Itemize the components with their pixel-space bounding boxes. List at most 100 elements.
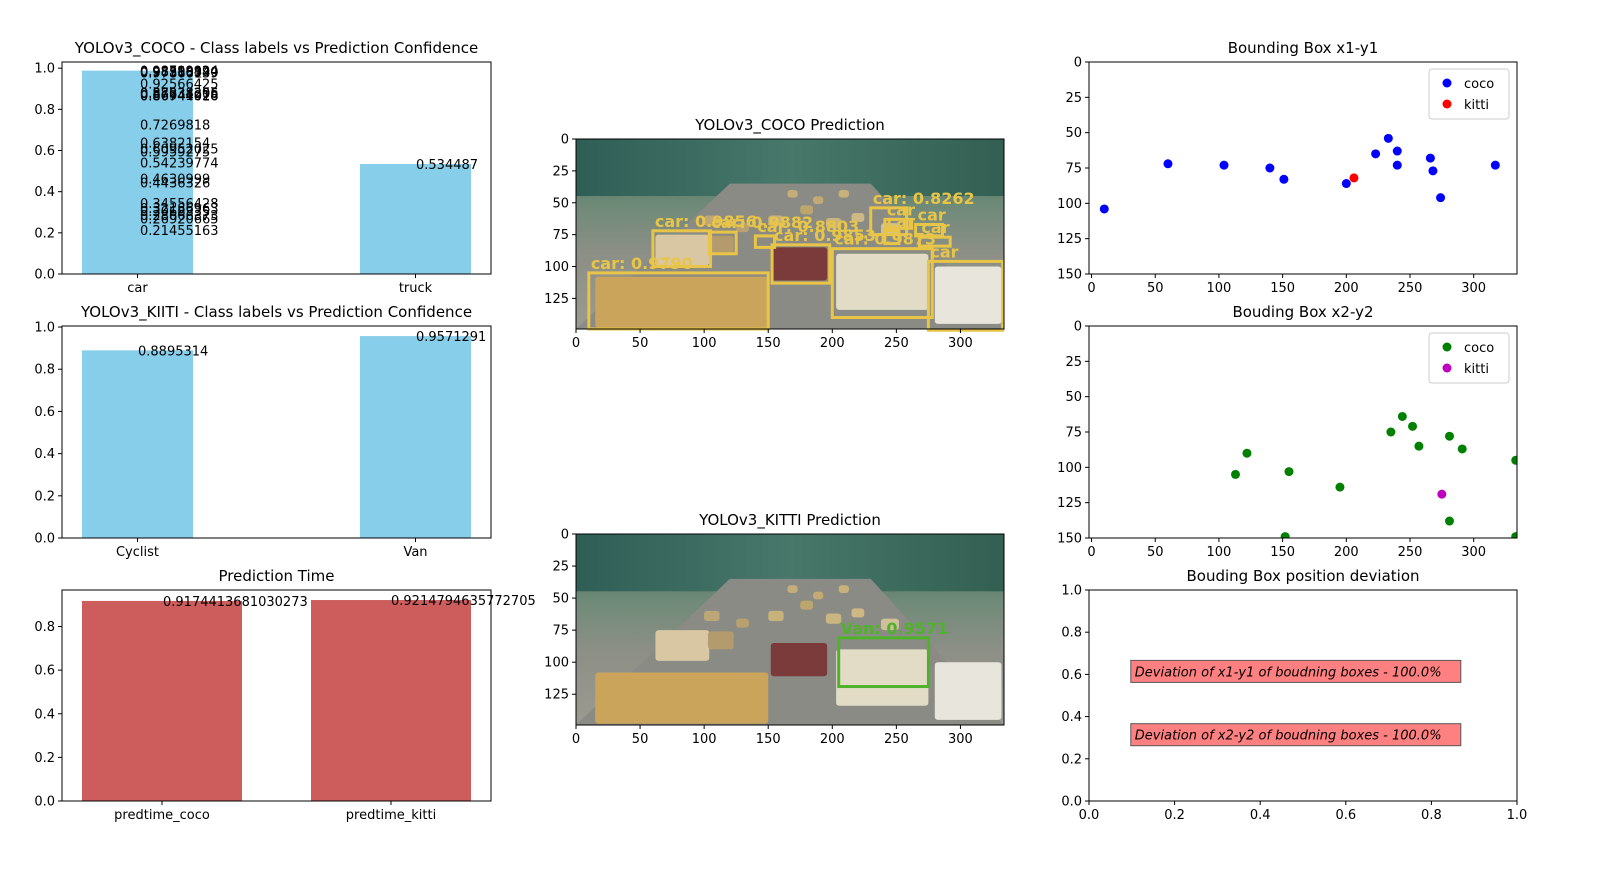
- detection-box: [869, 206, 909, 237]
- detection-label: car: [918, 205, 946, 224]
- point-coco: [1392, 146, 1402, 156]
- detection-label: car: [887, 212, 915, 231]
- point-coco: [1428, 166, 1438, 176]
- x-tick-label: 250: [884, 336, 909, 351]
- detection-label: car: [887, 200, 915, 219]
- point-coco: [1436, 193, 1446, 203]
- photo-car: [838, 190, 849, 198]
- x-tick-label: 50: [632, 336, 649, 351]
- x-tick-label: 100: [1207, 281, 1232, 296]
- data-label: 0.92566425: [140, 77, 219, 92]
- photo-car: [813, 591, 824, 600]
- y-tick-label: 100: [1057, 461, 1082, 476]
- y-tick-label: 0: [561, 133, 569, 148]
- y-tick-label: 50: [552, 592, 569, 607]
- data-label: 0.4630999: [140, 173, 210, 188]
- point-kitti: [1437, 489, 1447, 499]
- x-tick-label: 300: [1461, 545, 1486, 560]
- x-tick-label: Van: [403, 545, 427, 560]
- x-tick-label: 0.4: [1250, 808, 1271, 823]
- photo-car: [825, 613, 842, 624]
- photo-car: [707, 235, 734, 254]
- x-tick-label: 1.0: [1507, 808, 1528, 823]
- y-tick-label: 0.6: [34, 664, 55, 679]
- y-tick-label: 150: [1057, 532, 1082, 547]
- detection-box: [926, 259, 1005, 332]
- data-label: 0.88238295: [140, 86, 219, 101]
- data-label: 0.60952025: [140, 143, 219, 158]
- detection-box: [883, 229, 901, 246]
- detection-label: car: 0.9853: [774, 226, 876, 245]
- point-coco: [1386, 427, 1396, 437]
- x-tick-label: 300: [1461, 281, 1486, 296]
- data-label: 0.9214794635772705: [391, 594, 536, 609]
- y-tick-label: 1.0: [34, 62, 55, 77]
- x-tick-label: 50: [1147, 281, 1164, 296]
- y-tick-label: 125: [544, 292, 569, 307]
- photo-car: [770, 247, 828, 281]
- data-label: 0.4436326: [140, 177, 210, 192]
- x-tick-label: 0.2: [1164, 808, 1185, 823]
- y-tick-label: 100: [544, 656, 569, 671]
- bar-chart-2: 0.0 0.2 0.4 0.6 0.8 predtime_coco predtime_kit…: [34, 567, 535, 823]
- photo-car: [707, 631, 734, 650]
- y-tick-label: 0.8: [34, 620, 55, 635]
- y-tick-label: 0.6: [34, 144, 55, 159]
- y-tick-label: 75: [1065, 162, 1082, 177]
- detection-label: car: 0.8803: [757, 217, 859, 236]
- data-label: 0.87834306: [140, 87, 219, 102]
- x-tick-label: 150: [1270, 281, 1295, 296]
- axes-frame: [61, 325, 492, 539]
- x-tick-label: 200: [1334, 545, 1359, 560]
- detection-label: car: 0.9882: [711, 213, 813, 232]
- bar-chart-0: 0.0 0.2 0.4 0.6 0.8 1.0 car truck YOLOv3_COCO - …: [34, 39, 492, 296]
- photo-car: [595, 672, 769, 724]
- y-tick-label: 0: [1074, 56, 1082, 71]
- x-tick-label: 200: [1334, 281, 1359, 296]
- point-coco: [1490, 160, 1500, 170]
- chart-title: Prediction Time: [219, 567, 335, 585]
- point-coco: [1457, 444, 1467, 454]
- data-label: 0.9571291: [416, 330, 486, 345]
- point-coco: [1219, 160, 1229, 170]
- y-tick-label: 25: [1065, 91, 1082, 106]
- y-tick-label: 75: [552, 228, 569, 243]
- y-tick-label: 0.4: [34, 185, 55, 200]
- photo-car: [836, 649, 929, 706]
- legend-label: coco: [1464, 77, 1494, 92]
- data-label: 0.534487: [416, 158, 478, 173]
- y-tick-label: 100: [544, 260, 569, 275]
- detection-label: car: [921, 218, 949, 237]
- axes-frame: [61, 61, 492, 275]
- x-tick-label: 250: [884, 732, 909, 747]
- point-coco: [1444, 431, 1454, 441]
- y-tick-label: 0.6: [34, 405, 55, 420]
- photo-car: [838, 585, 849, 593]
- y-tick-label: 0.2: [1061, 752, 1082, 767]
- y-tick-label: 1.0: [34, 321, 55, 336]
- point-coco: [1444, 516, 1454, 526]
- x-tick-label: 100: [1207, 545, 1232, 560]
- points-layer: [1099, 133, 1500, 214]
- scatter-chart-6: 0 50 100 150 200 250 300 0 25 50 75 100 125 150 Boudin…: [1057, 303, 1518, 560]
- axes-frame: [1088, 589, 1518, 802]
- data-label: 0.5959275: [140, 145, 210, 160]
- data-label: 0.97866139: [140, 67, 219, 82]
- y-tick-label: 150: [1057, 268, 1082, 283]
- x-tick-label: 0: [572, 336, 580, 351]
- points-layer: [1230, 411, 1517, 538]
- legend-marker: [1442, 78, 1452, 88]
- detection-label: car: [930, 242, 958, 261]
- y-tick-label: 0.0: [34, 795, 55, 810]
- x-tick-label: predtime_coco: [114, 808, 210, 823]
- point-coco: [1392, 160, 1402, 170]
- point-coco: [1414, 441, 1424, 451]
- detection-box: [753, 234, 777, 249]
- data-label: 0.34556428: [140, 197, 219, 212]
- data-label: 0.98799924: [140, 65, 219, 80]
- point-coco: [1341, 179, 1351, 189]
- bar-chart-1: 0.0 0.2 0.4 0.6 0.8 1.0 Cyclist Van YOLOv3_KIITI…: [34, 303, 492, 560]
- axes-frame: [575, 138, 1005, 330]
- legend-marker: [1442, 342, 1452, 352]
- point-coco: [1511, 455, 1517, 465]
